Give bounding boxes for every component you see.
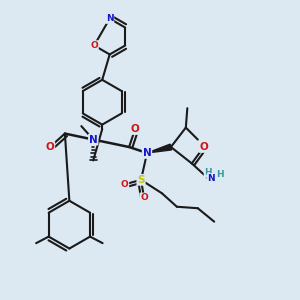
Text: O: O [121, 180, 128, 189]
Text: H: H [204, 168, 212, 177]
Text: S: S [137, 175, 145, 185]
Text: N: N [207, 174, 215, 183]
Text: N: N [89, 134, 98, 145]
Text: N: N [142, 148, 152, 158]
Text: O: O [46, 142, 54, 152]
Text: O: O [131, 124, 140, 134]
Polygon shape [147, 144, 172, 153]
Text: N: N [106, 14, 113, 23]
Text: O: O [90, 41, 98, 50]
Text: O: O [200, 142, 208, 152]
Text: O: O [140, 193, 148, 202]
Text: H: H [216, 170, 224, 179]
